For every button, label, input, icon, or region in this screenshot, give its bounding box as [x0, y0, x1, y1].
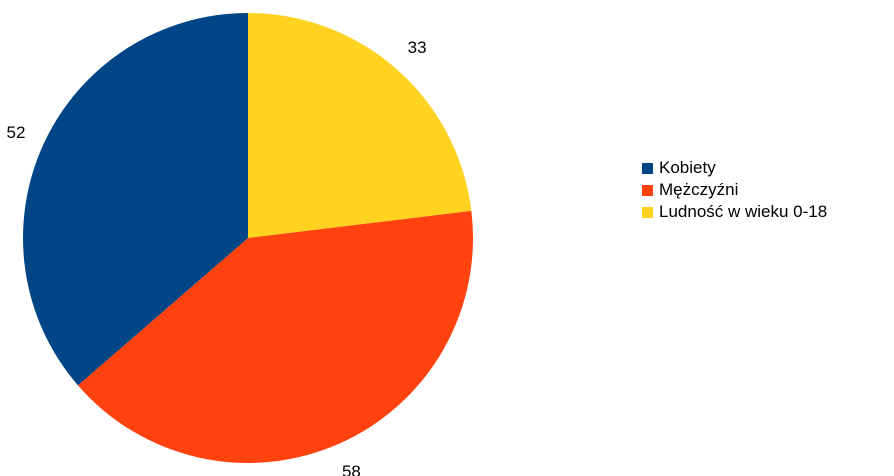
- legend-label-mezczyzni: Mężczyźni: [659, 180, 739, 199]
- pie-value-label-ludnosc-w-wieku-0-18: 33: [408, 38, 427, 57]
- legend: Kobiety Mężczyźni Ludność w wieku 0-18: [642, 157, 827, 223]
- legend-swatch-kobiety: [642, 162, 653, 174]
- legend-swatch-mezczyzni: [642, 184, 653, 196]
- pie-slice-ludnosc-w-wieku-0-18: [248, 13, 472, 238]
- legend-item-ludnosc: Ludność w wieku 0-18: [642, 201, 827, 223]
- pie-slice-kobiety: [23, 13, 248, 386]
- legend-swatch-ludnosc: [642, 206, 653, 218]
- pie-value-label-kobiety: 52: [7, 123, 26, 142]
- pie-value-label-mezczyzni: 58: [342, 462, 361, 476]
- legend-item-mezczyzni: Mężczyźni: [642, 179, 827, 201]
- pie-value-labels: 33 58 52: [7, 38, 427, 476]
- pie-slice-mezczyzni: [77, 210, 473, 463]
- pie-slices: [23, 13, 473, 463]
- legend-label-ludnosc: Ludność w wieku 0-18: [659, 202, 828, 221]
- legend-label-kobiety: Kobiety: [659, 158, 716, 177]
- legend-item-kobiety: Kobiety: [642, 157, 827, 179]
